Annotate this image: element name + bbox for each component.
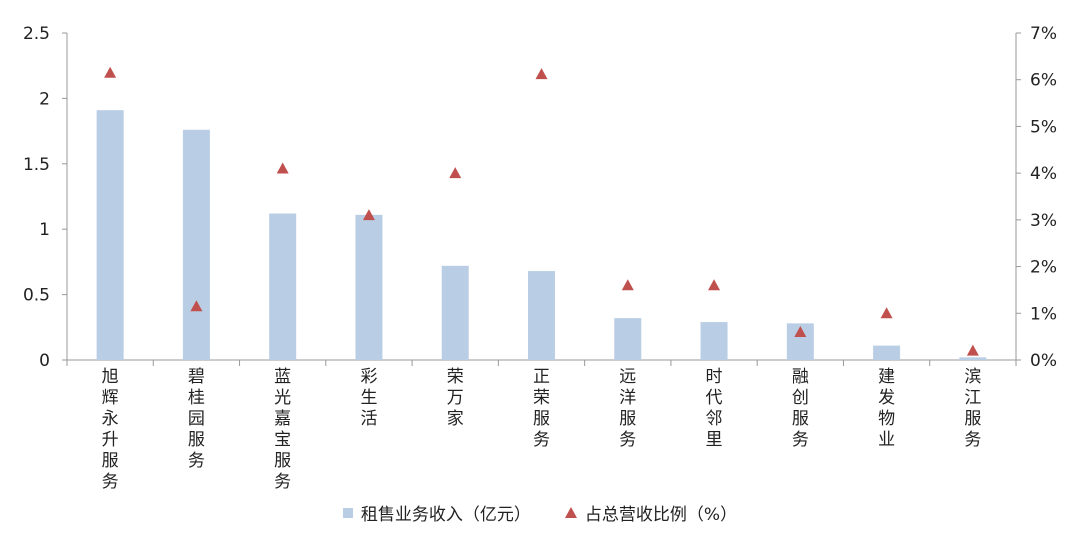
y-right-tick-label: 2% bbox=[1030, 258, 1057, 278]
bar bbox=[700, 322, 728, 360]
triangle-marker bbox=[535, 68, 548, 80]
x-tick-label: 蓝光嘉宝服务 bbox=[274, 367, 291, 492]
bar bbox=[355, 214, 383, 360]
x-tick-label: 滨江服务 bbox=[964, 367, 981, 450]
bar bbox=[873, 345, 901, 360]
bar bbox=[269, 213, 297, 360]
triangle-marker bbox=[190, 300, 203, 312]
legend-triangle-swatch bbox=[564, 507, 577, 518]
y-left-tick-label: 1.5 bbox=[23, 155, 50, 175]
y-right-tick-label: 4% bbox=[1030, 164, 1057, 184]
x-tick-label: 时代邻里 bbox=[706, 367, 723, 450]
triangle-marker bbox=[449, 167, 462, 179]
x-tick-label: 碧桂园服务 bbox=[188, 367, 205, 471]
x-tick-label: 旭辉永升服务 bbox=[102, 367, 119, 492]
triangle-marker bbox=[880, 307, 893, 319]
legend-bar-swatch bbox=[342, 507, 353, 518]
y-right-tick-label: 7% bbox=[1030, 24, 1057, 44]
y-right-tick-label: 1% bbox=[1030, 304, 1057, 324]
triangle-marker bbox=[104, 66, 117, 78]
bar bbox=[441, 265, 469, 360]
bar bbox=[182, 129, 210, 360]
chart: 0 0.5 1 1.5 2 2.5 0% 1% 2% 3% 4% 5% 6% 7% 旭辉永升服务 碧桂园服务 蓝… bbox=[23, 24, 1057, 492]
y-left-tick-label: 1 bbox=[39, 220, 50, 240]
x-tick-label: 正荣服务 bbox=[533, 367, 550, 450]
bar bbox=[528, 271, 555, 360]
bar bbox=[959, 357, 987, 360]
y-right-tick-label: 0% bbox=[1030, 351, 1057, 371]
x-tick-label: 远洋服务 bbox=[619, 367, 636, 450]
y-right-tick-label: 3% bbox=[1030, 211, 1057, 231]
y-left-tick-label: 2.5 bbox=[23, 24, 50, 44]
x-tick-label: 荣万家 bbox=[447, 367, 464, 429]
legend: 租售业务收入（亿元） 占总营收比例（%） bbox=[0, 500, 1080, 525]
triangle-marker bbox=[276, 162, 289, 174]
x-tick-label: 融创服务 bbox=[792, 367, 809, 450]
x-tick-label: 建发物业 bbox=[878, 367, 895, 450]
bar bbox=[614, 318, 642, 360]
bar bbox=[96, 110, 124, 360]
y-left-tick-label: 0 bbox=[39, 351, 50, 371]
legend-triangle-label: 占总营收比例（%） bbox=[584, 505, 738, 525]
triangle-marker bbox=[708, 279, 721, 291]
y-right-tick-label: 6% bbox=[1030, 71, 1057, 91]
y-left-tick-label: 2 bbox=[39, 89, 50, 109]
triangle-marker bbox=[966, 344, 979, 356]
legend-bar-label: 租售业务收入（亿元） bbox=[360, 505, 531, 525]
legend-item-triangle: 占总营收比例（%） bbox=[564, 500, 738, 525]
triangle-marker bbox=[362, 209, 375, 221]
x-tick-label: 彩生活 bbox=[360, 367, 377, 429]
y-right-tick-label: 5% bbox=[1030, 117, 1057, 137]
legend-item-bar: 租售业务收入（亿元） bbox=[342, 500, 531, 525]
triangle-marker bbox=[794, 325, 807, 337]
y-left-tick-label: 0.5 bbox=[23, 286, 50, 306]
triangle-marker bbox=[621, 279, 634, 291]
